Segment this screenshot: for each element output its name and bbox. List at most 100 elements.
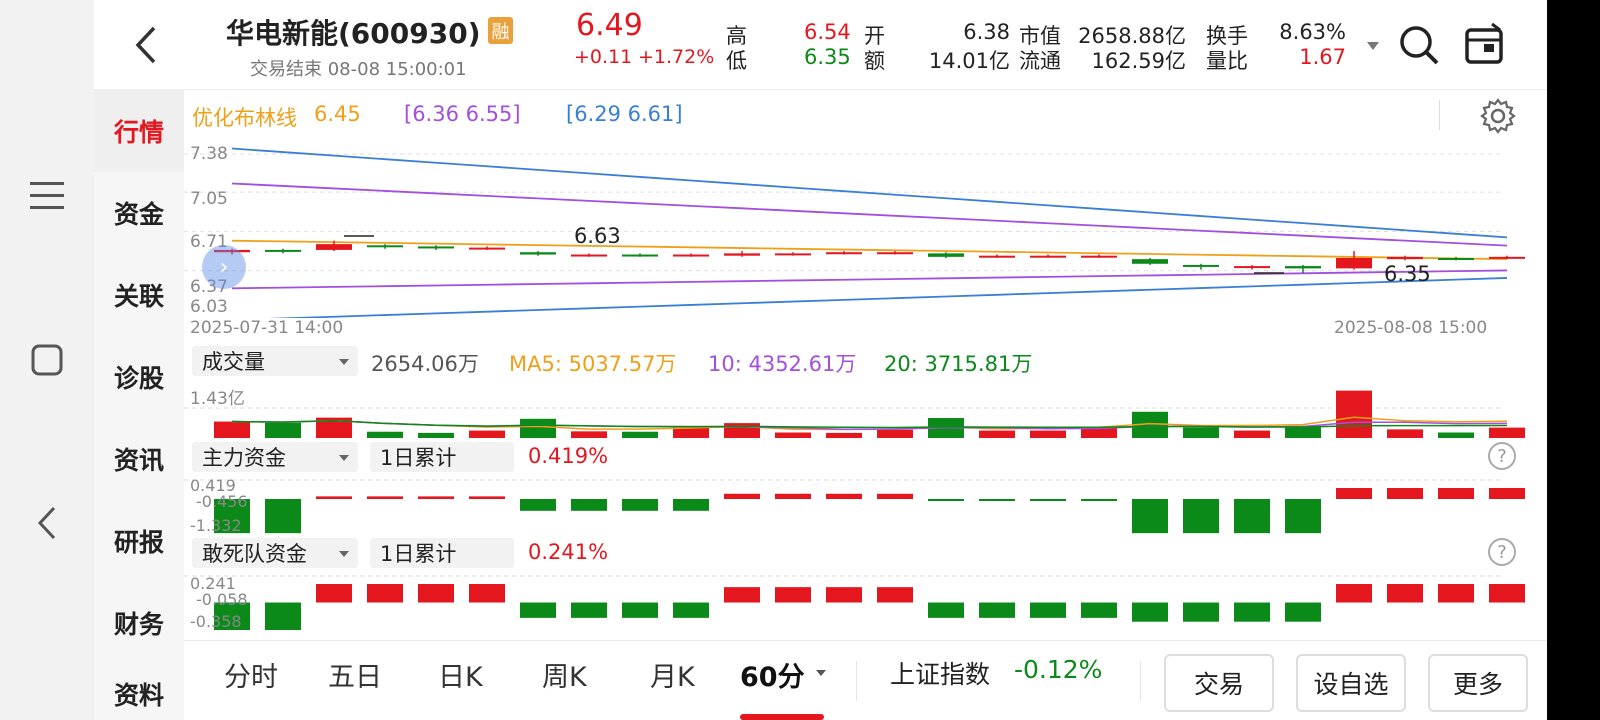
volume-bar — [826, 432, 862, 438]
chevron-down-icon — [816, 670, 826, 676]
boll-upper1-line — [231, 182, 1508, 247]
main-fund-bar — [214, 499, 250, 534]
period-tab-intraday[interactable]: 分时 — [224, 662, 278, 693]
dare-fund-bar — [928, 602, 964, 618]
tools-icon[interactable] — [1464, 22, 1504, 66]
dare-fund-value: 0.241% — [528, 540, 609, 564]
screen-edge — [1547, 0, 1600, 720]
tab-funds[interactable]: 资金 — [113, 200, 164, 229]
period-tab-weekly[interactable]: 周K — [542, 662, 587, 693]
volume-bar — [367, 431, 403, 438]
volume-chart — [184, 390, 1525, 438]
tab-research[interactable]: 研报 — [113, 528, 164, 557]
volume-bar — [214, 421, 250, 438]
dare-fund-chart — [184, 575, 1525, 630]
main-fund-bar — [724, 493, 760, 500]
period-tab-monthly[interactable]: 月K — [650, 662, 695, 693]
index-change: -0.12% — [1014, 655, 1103, 684]
float-value: 162.59亿 — [1091, 49, 1186, 73]
main-fund-bar — [1081, 499, 1117, 502]
dare-fund-selector[interactable]: 敢死队资金 — [192, 538, 358, 568]
main-fund-selector[interactable]: 主力资金 — [192, 442, 358, 472]
volume-selector[interactable]: 成交量 — [192, 346, 358, 376]
help-icon[interactable]: ? — [1488, 442, 1516, 470]
dare-fund-bar — [520, 602, 556, 618]
volume-bar — [1387, 429, 1423, 438]
amount-label: 额 — [864, 49, 885, 73]
home-icon[interactable] — [22, 335, 72, 385]
price-chart[interactable] — [184, 138, 1547, 318]
vol-max-tick: 1.43亿 — [190, 389, 245, 409]
main-fund-bar — [1234, 499, 1270, 534]
main-fund-bar — [826, 493, 862, 500]
add-watchlist-button[interactable]: 设自选 — [1296, 654, 1406, 712]
tab-diagnosis[interactable]: 诊股 — [113, 364, 164, 393]
dare-fund-bar — [418, 584, 454, 603]
period-tab-5day[interactable]: 五日 — [328, 662, 382, 693]
candle-body — [928, 253, 964, 257]
ma20-value: 20: 3715.81万 — [884, 352, 1033, 376]
dare-fund-period[interactable]: 1日累计 — [370, 538, 514, 568]
trade-button[interactable]: 交易 — [1164, 654, 1274, 712]
tab-news[interactable]: 资讯 — [113, 446, 164, 475]
tab-quote[interactable]: 行情 — [94, 90, 184, 172]
main-fund-period[interactable]: 1日累计 — [370, 442, 514, 472]
volume-bar — [418, 432, 454, 438]
index-label[interactable]: 上证指数 — [890, 660, 991, 689]
back-nav-icon[interactable] — [22, 498, 72, 548]
expand-triangle-icon[interactable] — [1366, 40, 1380, 52]
volume-bar — [979, 430, 1015, 438]
chevron-right-icon[interactable]: › — [202, 245, 246, 289]
main-fund-bar — [265, 499, 301, 534]
dare-fund-bar — [673, 602, 709, 618]
main-fund-bar — [1438, 488, 1474, 500]
main-fund-bar — [418, 496, 454, 500]
candle-body — [571, 254, 607, 257]
period-tab-daily[interactable]: 日K — [438, 662, 483, 693]
main-fund-value: 0.419% — [528, 444, 609, 468]
main-fund-bar — [979, 499, 1015, 502]
search-icon[interactable] — [1396, 22, 1442, 68]
period-tab-60min[interactable]: 60分 — [740, 662, 805, 693]
candle-body — [469, 247, 505, 250]
boll-lower1-line — [231, 269, 1508, 290]
volume-bar — [1081, 427, 1117, 438]
dare-fund-bar — [214, 602, 250, 630]
volratio-label: 量比 — [1206, 49, 1248, 73]
menu-icon[interactable] — [22, 170, 72, 220]
settings-gear-icon[interactable] — [1480, 98, 1516, 134]
main-fund-bar — [1489, 488, 1525, 500]
tab-finance[interactable]: 财务 — [113, 610, 164, 639]
price-change: +0.11 — [574, 46, 633, 68]
dare-fund-bar — [571, 602, 607, 618]
dare-tick-2: -0.058 — [196, 590, 248, 609]
dare-fund-bar — [1183, 602, 1219, 622]
dare-fund-bar — [724, 587, 760, 603]
start-time: 2025-07-31 14:00 — [190, 318, 344, 338]
help-icon[interactable]: ? — [1488, 538, 1516, 566]
volume-bar — [1030, 430, 1066, 438]
tab-profile[interactable]: 资料 — [113, 681, 164, 710]
volume-bar — [724, 423, 760, 438]
volume-value: 2654.06万 — [371, 352, 479, 376]
tab-related[interactable]: 关联 — [113, 282, 164, 311]
end-time: 2025-08-08 15:00 — [1334, 318, 1488, 338]
back-arrow-icon[interactable] — [128, 22, 168, 68]
y-tick-1: 7.38 — [190, 144, 228, 164]
main-fund-bar — [673, 499, 709, 511]
boll-upper2-line — [231, 147, 1508, 239]
candle-body — [775, 253, 811, 256]
volume-bar — [1336, 390, 1372, 438]
main-fund-bar — [1387, 488, 1423, 500]
main-fund-chart — [184, 479, 1525, 534]
dare-fund-bar — [1132, 602, 1168, 622]
candle-body — [1438, 258, 1474, 260]
turnover-label: 换手 — [1206, 24, 1248, 48]
divider — [1439, 100, 1440, 130]
dare-fund-bar — [1285, 602, 1321, 622]
candle-body — [1132, 259, 1168, 264]
open-value: 6.38 — [963, 20, 1010, 44]
low-value: 6.35 — [804, 45, 851, 69]
more-button[interactable]: 更多 — [1428, 654, 1528, 712]
dare-tick-1: 0.241 — [190, 574, 236, 593]
